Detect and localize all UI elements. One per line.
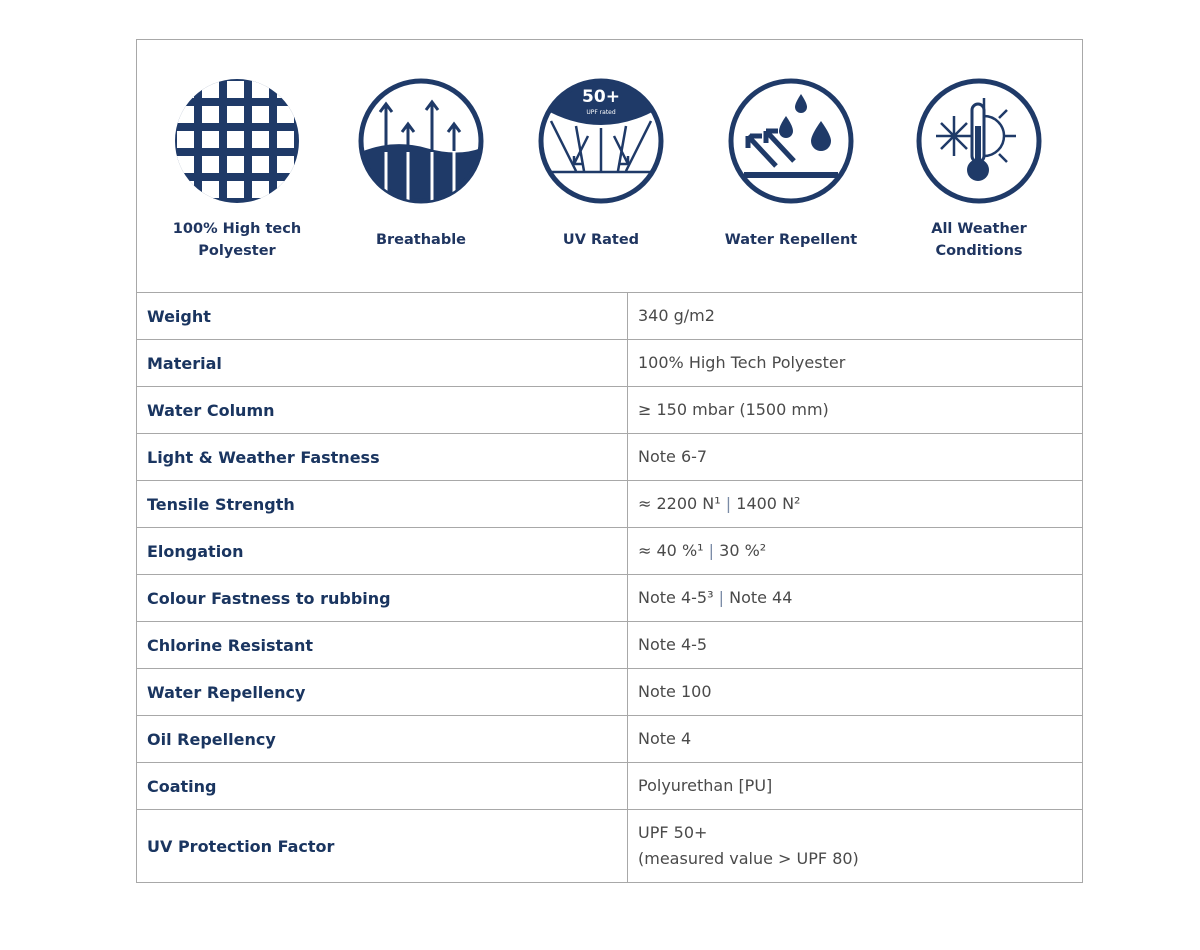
- spec-table: Weight 340 g/m2 Material 100% High Tech Pol…: [137, 293, 1082, 882]
- spec-value-cell: UPF 50+ (measured value > UPF 80): [627, 809, 1082, 882]
- table-row: Light & Weather Fastness Note 6-7: [137, 433, 1082, 481]
- spec-value-b: Note 44: [729, 588, 793, 607]
- feature-label: Conditions: [935, 243, 1023, 259]
- breathable-arrows-icon: [358, 78, 484, 204]
- spec-key: Oil Repellency: [137, 715, 628, 763]
- spec-key: Water Repellency: [137, 668, 628, 716]
- table-row: Oil Repellency Note 4: [137, 715, 1082, 763]
- table-row: Material 100% High Tech Polyester: [137, 339, 1082, 387]
- spec-value: ≥ 150 mbar (1500 mm): [638, 400, 829, 419]
- water-repellent-icon: [728, 78, 854, 204]
- table-row: Coating Polyurethan [PU]: [137, 762, 1082, 810]
- spec-value-b: 30 %²: [719, 541, 767, 560]
- feature-label: UV Rated: [562, 232, 640, 248]
- separator: |: [708, 541, 715, 560]
- spec-value: Note 6-7: [638, 447, 708, 466]
- spec-value-a: Note 4-5³: [638, 588, 714, 607]
- table-row: Water Column ≥ 150 mbar (1500 mm): [137, 386, 1082, 434]
- grid-fabric-icon: [175, 79, 299, 203]
- spec-value-cell: ≈ 2200 N¹ | 1400 N²: [627, 480, 1082, 528]
- feature-water-repellent: Water Repellent: [701, 76, 881, 262]
- table-row: Water Repellency Note 100: [137, 668, 1082, 716]
- spec-key: Colour Fastness to rubbing: [137, 574, 628, 622]
- table-row: Weight 340 g/m2: [137, 293, 1082, 340]
- all-weather-icon: [916, 78, 1042, 204]
- spec-value-cell: 340 g/m2: [628, 293, 1083, 340]
- spec-value-cell: ≥ 150 mbar (1500 mm): [627, 386, 1082, 434]
- spec-value-b: 1400 N²: [736, 494, 801, 513]
- spec-value: Note 100: [638, 682, 712, 701]
- spec-value-cell: Note 100: [627, 668, 1082, 716]
- spec-value: Note 4-5: [638, 635, 708, 654]
- feature-label: Polyester: [198, 243, 276, 259]
- spec-key: Light & Weather Fastness: [137, 433, 628, 481]
- spec-key: Tensile Strength: [137, 480, 628, 528]
- table-row: Elongation ≈ 40 %¹ | 30 %²: [137, 527, 1082, 575]
- spec-value: Note 4: [638, 729, 692, 748]
- spec-value: 340 g/m2: [638, 306, 715, 325]
- table-row: Colour Fastness to rubbing Note 4-5³ | No…: [137, 574, 1082, 622]
- feature-breathable: Breathable: [331, 76, 511, 262]
- spec-key: Coating: [137, 762, 628, 810]
- separator: |: [718, 588, 724, 607]
- uv-rated-icon: 50+ UPF rated: [538, 78, 664, 204]
- spec-key: Material: [137, 339, 628, 387]
- spec-value: UPF 50+: [638, 823, 708, 842]
- feature-polyester: 100% High tech Polyester: [147, 76, 327, 262]
- feature-uv: 50+ UPF rated UV Rated: [511, 76, 691, 262]
- spec-value-cell: Note 6-7: [627, 433, 1082, 481]
- spec-key: Elongation: [137, 527, 628, 575]
- table-row: Tensile Strength ≈ 2200 N¹ | 1400 N²: [137, 480, 1082, 528]
- spec-key: Weight: [137, 293, 628, 340]
- feature-all-weather: All Weather Conditions: [889, 76, 1069, 262]
- separator: |: [725, 494, 732, 513]
- spec-key: UV Protection Factor: [137, 809, 628, 882]
- spec-value-cell: 100% High Tech Polyester: [627, 339, 1082, 387]
- product-spec-sheet: 100% High tech Polyester Breathable 50+ U…: [136, 39, 1083, 883]
- spec-value-cell: Note 4: [627, 715, 1082, 763]
- upf-badge-sub: UPF rated: [586, 109, 616, 116]
- spec-value-a: ≈ 40 %¹: [638, 541, 704, 560]
- spec-value-note: (measured value > UPF 80): [638, 849, 859, 868]
- spec-value-cell: Polyurethan [PU]: [627, 762, 1082, 810]
- spec-value-a: ≈ 2200 N¹: [638, 494, 721, 513]
- spec-value-cell: ≈ 40 %¹ | 30 %²: [627, 527, 1082, 575]
- spec-value-cell: Note 4-5: [627, 621, 1082, 669]
- table-row: UV Protection Factor UPF 50+ (measured val…: [137, 809, 1082, 882]
- feature-label: Water Repellent: [724, 232, 858, 248]
- spec-key: Water Column: [137, 386, 628, 434]
- feature-label: All Weather: [931, 221, 1027, 237]
- spec-key: Chlorine Resistant: [137, 621, 628, 669]
- feature-icons: 100% High tech Polyester Breathable 50+ U…: [137, 40, 1082, 293]
- spec-value-cell: Note 4-5³ | Note 44: [627, 574, 1082, 622]
- feature-label: Breathable: [375, 232, 467, 248]
- upf-badge: 50+: [582, 87, 620, 107]
- spec-value: 100% High Tech Polyester: [638, 353, 846, 372]
- spec-value: Polyurethan [PU]: [638, 776, 773, 795]
- feature-label: 100% High tech: [172, 221, 302, 237]
- table-row: Chlorine Resistant Note 4-5: [137, 621, 1082, 669]
